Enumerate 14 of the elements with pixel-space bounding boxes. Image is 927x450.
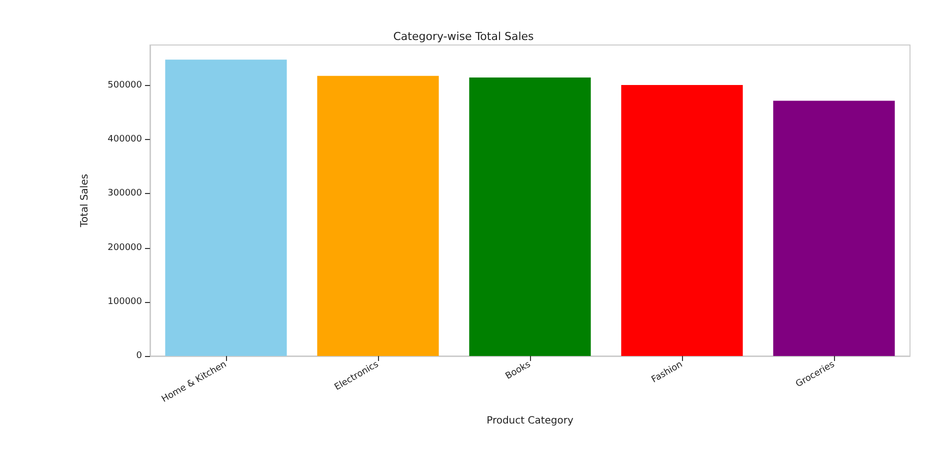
y-tick-label: 100000	[108, 296, 142, 307]
chart-title: Category-wise Total Sales	[393, 30, 534, 43]
y-tick-label: 200000	[108, 242, 142, 253]
y-axis-title: Total Sales	[80, 174, 90, 228]
y-tick-label: 0	[136, 351, 142, 361]
x-axis-title: Product Category	[486, 416, 574, 426]
y-tick-label: 300000	[108, 188, 142, 199]
bar	[165, 60, 287, 356]
bar	[317, 76, 439, 356]
y-tick-label: 500000	[108, 80, 142, 91]
y-tick-label: 400000	[108, 134, 142, 145]
bar	[469, 77, 591, 356]
bar	[773, 100, 895, 356]
bar	[621, 85, 743, 356]
